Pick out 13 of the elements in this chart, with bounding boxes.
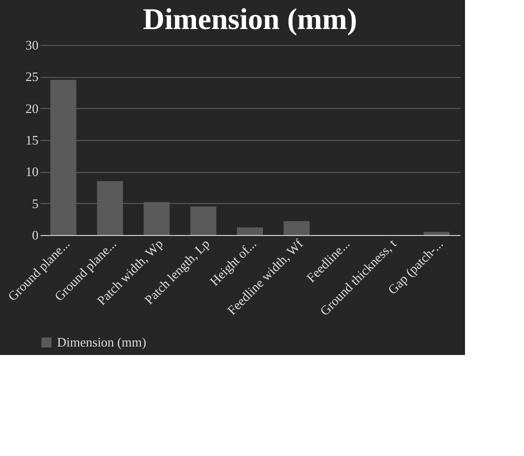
y-tick-label: 30 [26,38,38,52]
legend-label: Dimension (mm) [57,334,146,350]
y-tick-label: 15 [26,132,38,148]
y-tick-label: 5 [32,196,38,211]
y-tick-label: 25 [26,69,38,84]
bar [237,227,263,235]
y-tick-label: 10 [26,164,38,180]
y-tick-label: 20 [26,100,38,116]
bar [190,206,216,235]
bar [284,221,310,235]
bar [424,232,450,235]
chart-title: Dimension (mm) [142,3,358,36]
y-tick-label: 0 [32,228,38,242]
